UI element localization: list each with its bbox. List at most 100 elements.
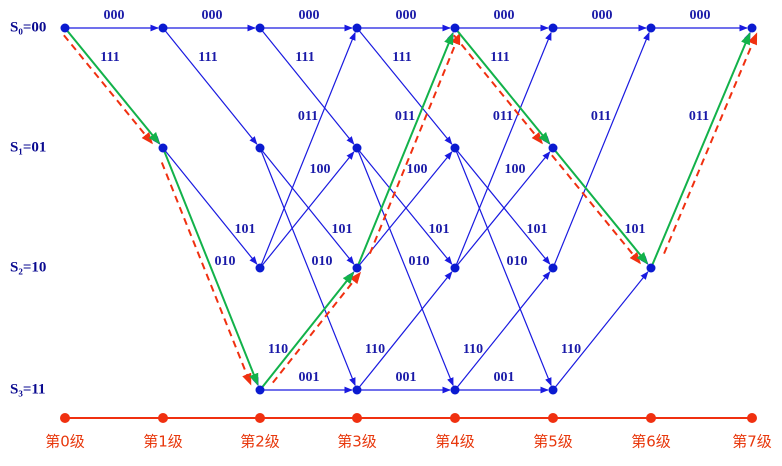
node [450,143,460,153]
edge-label: 000 [396,8,417,23]
node [255,263,265,273]
stage-label: 第6级 [631,433,671,451]
edge-label: 100 [505,162,526,177]
path-solid [356,32,454,269]
node [158,143,168,153]
edge [552,271,649,391]
node [450,23,460,33]
path-dashed [368,32,461,254]
edge [454,31,552,269]
edge-label: 001 [494,370,515,385]
node [255,23,265,33]
node [352,143,362,153]
stage-dot [255,413,265,423]
edge [259,31,356,269]
edge [454,147,552,387]
edge-label: 011 [298,109,318,124]
edge [356,271,453,391]
stage-label: 第1级 [143,433,183,451]
edge-label: 110 [365,342,385,357]
node [255,385,265,395]
edge-label: 000 [299,8,320,23]
stage-dot [747,413,757,423]
edge [454,147,551,265]
edge [162,147,258,265]
node [548,143,558,153]
edge-label: 100 [310,162,331,177]
stage-label: 第3级 [337,433,377,451]
stage-dot [646,413,656,423]
edge [259,147,356,387]
edge-label: 000 [494,8,515,23]
stage-dot [60,413,70,423]
edge-label: 011 [689,109,709,124]
edge-label: 001 [299,370,320,385]
edge-label: 111 [490,50,509,65]
edge [259,147,355,265]
edge-label: 110 [268,342,288,357]
edge-label: 000 [104,8,125,23]
node [548,385,558,395]
stage-dot [548,413,558,423]
edge [454,151,551,269]
state-label: S₁=01 [10,139,46,155]
edge-label: 001 [396,370,417,385]
stage-label: 第5级 [533,433,573,451]
stage-label: 第2级 [240,433,280,451]
edge-label: 110 [463,342,483,357]
edge [259,151,355,269]
node [548,263,558,273]
stage-dot [352,413,362,423]
edge-label: 110 [561,342,581,357]
node [450,385,460,395]
edge-label: 101 [235,222,256,237]
edge-label: 011 [395,109,415,124]
state-label: S₂=10 [10,259,46,275]
stage-label: 第0级 [45,433,85,451]
edge [454,271,551,391]
edge [162,27,258,145]
edge-label: 011 [591,109,611,124]
edge-label: 101 [527,222,548,237]
node [352,385,362,395]
node [158,23,168,33]
edge-label: 111 [198,50,217,65]
path-dashed [551,154,641,265]
edge-label: 010 [215,254,236,269]
edge-label: 101 [332,222,353,237]
node [747,23,757,33]
edge-label: 101 [429,222,450,237]
edge-label: 111 [295,50,314,65]
stage-dot [450,413,460,423]
edge-label: 010 [507,254,528,269]
path-solid [454,27,550,145]
edge-label: 000 [592,8,613,23]
path-dashed [663,32,758,254]
edge [356,147,454,387]
node [646,23,656,33]
stage-dot [158,413,168,423]
path-solid [259,271,355,391]
edge [552,31,650,269]
edge-label: 111 [392,50,411,65]
state-label: S₃=11 [10,381,46,397]
path-solid [650,32,751,269]
edge [356,147,453,265]
node [646,263,656,273]
node [352,23,362,33]
edge-label: 100 [407,162,428,177]
edge [259,27,355,145]
edge-label: 010 [409,254,430,269]
path-solid [64,27,160,145]
path-solid [552,147,648,265]
stage-label: 第7级 [732,433,772,451]
edge-label: 111 [100,50,119,65]
edge-label: 101 [625,222,646,237]
path-solid [162,147,259,386]
node [60,23,70,33]
stage-label: 第4级 [435,433,475,451]
node [352,263,362,273]
edge-label: 000 [690,8,711,23]
node [548,23,558,33]
edge-label: 010 [312,254,333,269]
